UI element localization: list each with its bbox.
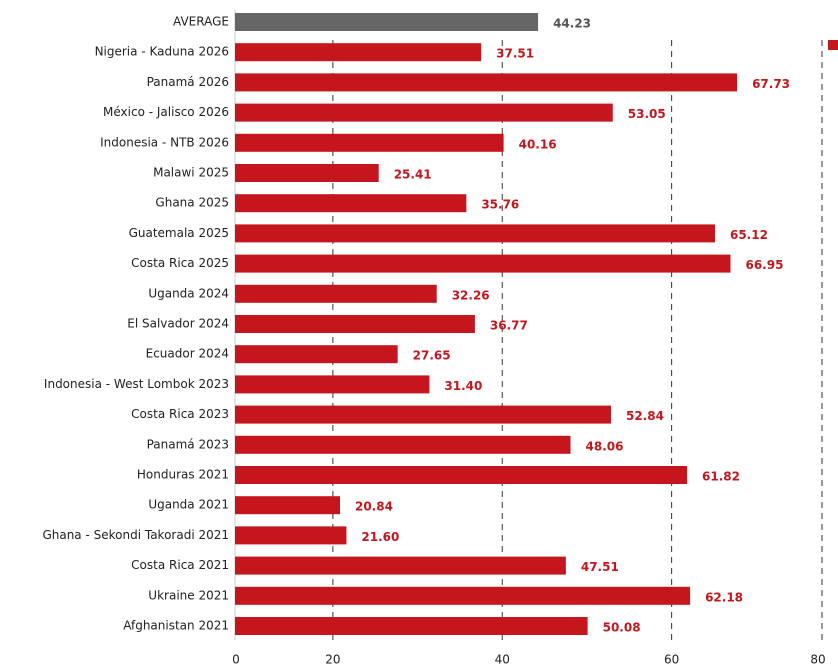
bar (235, 43, 482, 62)
y-tick-label: Ecuador 2024 (146, 347, 229, 361)
value-label: 48.06 (586, 439, 624, 453)
y-tick-label: El Salvador 2024 (127, 317, 229, 331)
bar (235, 496, 340, 515)
y-tick-label: Uganda 2021 (148, 498, 229, 512)
y-tick-label: AVERAGE (173, 15, 229, 29)
bar (235, 526, 347, 545)
bar (235, 315, 475, 333)
bar (235, 405, 611, 424)
value-label: 67.73 (752, 77, 790, 91)
bar (235, 133, 504, 152)
value-label: 53.05 (628, 107, 666, 121)
y-tick-label: Honduras 2021 (137, 468, 229, 482)
value-label: 31.40 (444, 379, 482, 393)
value-label: 36.77 (490, 319, 528, 333)
value-label: 52.84 (626, 409, 664, 423)
y-tick-label: Ukraine 2021 (148, 588, 229, 602)
x-tick-label: 20 (325, 653, 340, 667)
value-label: 35.76 (481, 198, 519, 212)
y-tick-label: Guatemala 2025 (129, 226, 229, 240)
value-label: 62.18 (705, 590, 743, 604)
value-label: 25.41 (394, 168, 432, 182)
bar (235, 617, 588, 635)
bar (235, 73, 738, 92)
value-label: 27.65 (413, 349, 451, 363)
x-tick-label: 40 (495, 653, 510, 667)
x-tick-label: 0 (232, 653, 240, 667)
bar (235, 103, 613, 122)
value-label: 66.95 (745, 258, 783, 272)
bar (235, 345, 398, 364)
bar (235, 164, 379, 182)
bar (235, 284, 437, 303)
y-tick-label: Panamá 2023 (147, 437, 229, 451)
value-label: 32.26 (452, 288, 490, 302)
y-tick-label: Ghana - Sekondi Takoradi 2021 (42, 528, 229, 542)
y-tick-label: Indonesia - NTB 2026 (100, 135, 229, 149)
legend-swatch (828, 40, 838, 50)
y-tick-label: Nigeria - Kaduna 2026 (95, 45, 229, 59)
bar (235, 435, 571, 454)
y-tick-label: Afghanistan 2021 (123, 619, 229, 633)
bar (235, 375, 430, 394)
y-tick-label: Uganda 2024 (148, 286, 229, 300)
value-label: 37.51 (496, 47, 534, 61)
bar (235, 586, 691, 605)
y-tick-label: Ghana 2025 (155, 196, 229, 210)
y-tick-label: Panamá 2026 (147, 75, 229, 89)
y-tick-label: México - Jalisco 2026 (103, 105, 229, 119)
y-tick-label: Costa Rica 2025 (131, 256, 229, 270)
bar (235, 224, 715, 243)
value-label: 21.60 (361, 530, 399, 544)
value-label: 61.82 (702, 470, 740, 484)
bar (235, 254, 731, 273)
value-label: 20.84 (355, 500, 393, 514)
y-tick-label: Indonesia - West Lombok 2023 (44, 377, 229, 391)
value-label: 44.23 (553, 17, 591, 31)
bar (235, 194, 467, 213)
y-tick-label: Costa Rica 2021 (131, 558, 229, 572)
bar (235, 466, 688, 484)
x-tick-label: 60 (664, 653, 679, 667)
value-label: 50.08 (603, 621, 641, 635)
bar (235, 556, 566, 575)
x-tick-label: 80 (810, 653, 825, 667)
value-label: 47.51 (581, 560, 619, 574)
bar (235, 13, 539, 31)
value-label: 65.12 (730, 228, 768, 242)
value-label: 40.16 (519, 137, 557, 151)
y-tick-label: Malawi 2025 (153, 166, 229, 180)
y-tick-label: Costa Rica 2023 (131, 407, 229, 421)
